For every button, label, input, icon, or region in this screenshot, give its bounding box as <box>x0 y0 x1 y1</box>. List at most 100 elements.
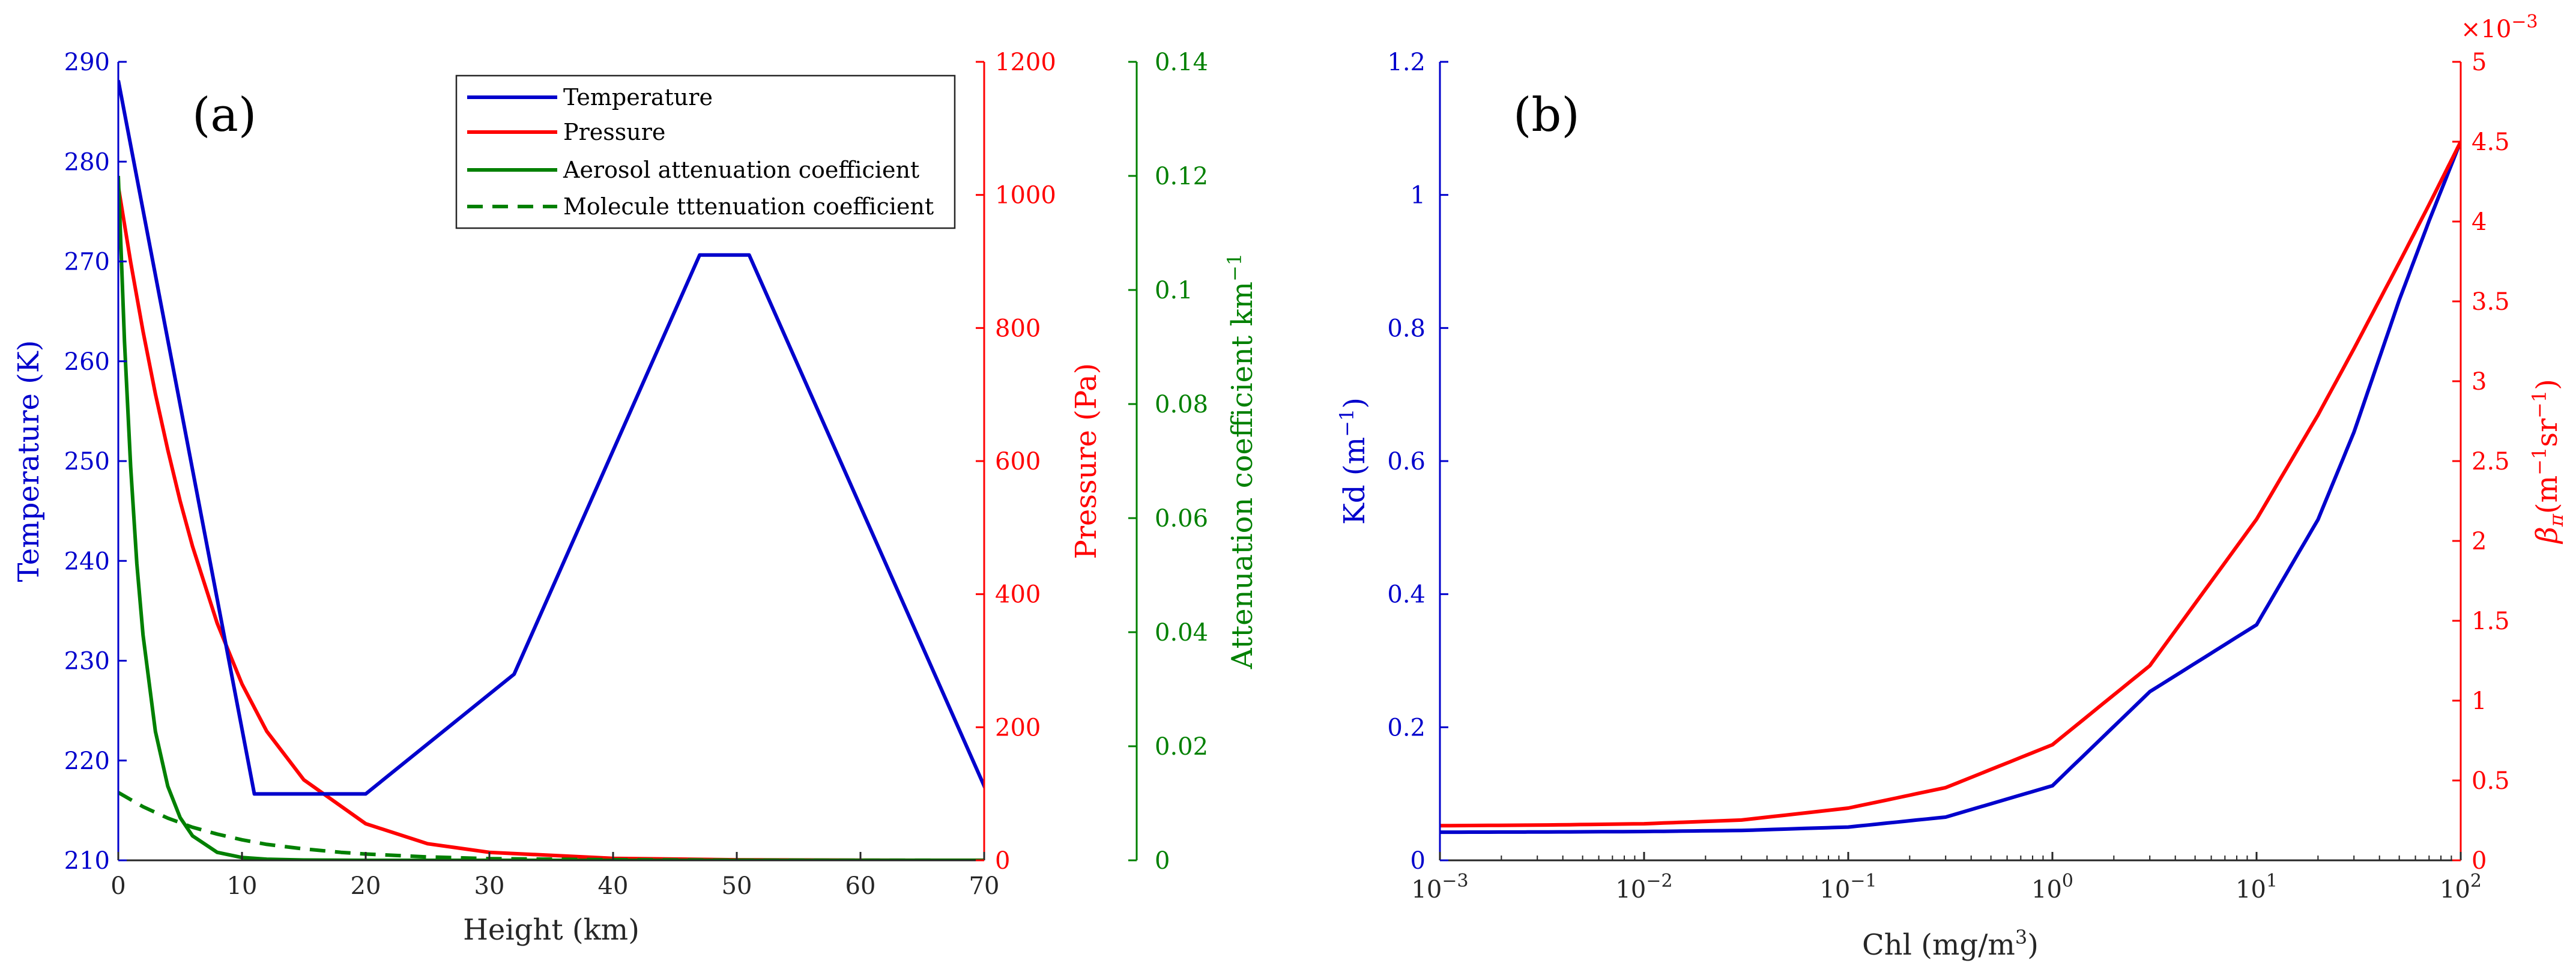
attenuation-tick-label: 0.08 <box>1155 391 1208 418</box>
beta-axis-title-sub: π <box>2545 513 2568 527</box>
panel-b: 10−3 10−2 10−1 100 101 10200.20.40.60.811.200… <box>1335 11 2568 962</box>
beta-exponent-prefix: ×10 <box>2461 16 2511 43</box>
beta-tick-label: 2.5 <box>2472 448 2510 475</box>
kd-tick-label: 0.6 <box>1387 448 1426 475</box>
kd-tick-label: 0.4 <box>1387 581 1426 609</box>
panel-b-x-tick-label: 101 <box>2236 871 2278 904</box>
panel-a-x-tick-label: 20 <box>351 872 381 900</box>
panel-a-x-tick-label: 30 <box>474 872 505 900</box>
series-line-temperature <box>118 80 984 796</box>
beta-tick-label: 0.5 <box>2472 767 2510 795</box>
attenuation-tick-label: 0.1 <box>1155 277 1193 304</box>
kd-tick-label: 0 <box>1410 847 1426 875</box>
temperature-tick-label: 290 <box>64 49 110 76</box>
attenuation-axis-title-text: Attenuation coefficient km <box>1226 282 1259 669</box>
attenuation-tick-label: 0.12 <box>1155 163 1208 190</box>
x-tick-exponent: 1 <box>2266 871 2278 892</box>
x-tick-base: 10 <box>2031 876 2062 904</box>
panel-b-x-tick-label: 10−2 <box>1615 871 1672 904</box>
panel-a-x-tick-label: 70 <box>969 872 1000 900</box>
kd-axis-title-text: Kd (m <box>1338 437 1371 525</box>
legend-label-molecule: Molecule tttenuation coefficient <box>563 193 934 220</box>
kd-tick-label: 1.2 <box>1387 49 1426 76</box>
beta-tick-label: 4 <box>2472 208 2487 236</box>
x-tick-exponent: −1 <box>1850 871 1876 892</box>
beta-tick-label: 3 <box>2472 368 2487 396</box>
attenuation-tick-label: 0 <box>1155 847 1170 875</box>
legend-label-pressure: Pressure <box>563 119 665 145</box>
beta-tick-label: 3.5 <box>2472 288 2510 316</box>
legend-box <box>455 74 956 229</box>
beta-axis-title-sup2: −1 <box>2528 390 2551 418</box>
pressure-tick-label: 400 <box>995 581 1041 609</box>
x-tick-exponent: −2 <box>1646 871 1672 892</box>
x-tick-base: 10 <box>1819 876 1850 904</box>
temperature-tick-label: 270 <box>64 249 110 276</box>
beta-axis-title-symbol: β <box>2530 527 2564 545</box>
attenuation-axis-title-sup: −1 <box>1223 253 1246 282</box>
panel-a-pressure-axis-title: Pressure (Pa) <box>1069 363 1103 560</box>
panel-b-x-axis-title-sup: 3 <box>2015 926 2027 949</box>
panel-a-series <box>118 80 984 860</box>
kd-axis-title-tail: ) <box>1338 397 1371 409</box>
x-tick-base: 10 <box>2440 876 2470 904</box>
kd-tick-label: 0.8 <box>1387 315 1426 342</box>
attenuation-tick-label: 0.06 <box>1155 505 1208 533</box>
temperature-tick-label: 280 <box>64 148 110 176</box>
legend-label-temperature: Temperature <box>563 84 713 110</box>
panel-b-x-axis-title: Chl (mg/m3) <box>1862 926 2039 962</box>
beta-tick-label: 0 <box>2472 847 2487 875</box>
panel-a-x-tick-label: 10 <box>227 872 258 900</box>
series-line-beta-pi <box>1440 140 2461 828</box>
panel-b-x-axis-title-text: Chl (mg/m <box>1862 928 2015 962</box>
pressure-tick-label: 1200 <box>995 49 1056 76</box>
beta-axis-title-mid: (m <box>2530 475 2564 514</box>
temperature-tick-label: 260 <box>64 348 110 376</box>
x-tick-base: 10 <box>2236 876 2266 904</box>
x-tick-base: 10 <box>1615 876 1646 904</box>
panel-a-x-axis-title: Height (km) <box>463 913 639 947</box>
beta-tick-label: 4.5 <box>2472 128 2510 156</box>
x-tick-exponent: 2 <box>2470 871 2482 892</box>
pressure-tick-label: 1000 <box>995 182 1056 210</box>
pressure-tick-label: 200 <box>995 714 1041 741</box>
pressure-tick-label: 600 <box>995 448 1041 475</box>
temperature-tick-label: 220 <box>64 747 110 775</box>
panel-a-x-tick-label: 50 <box>722 872 752 900</box>
panel-b-x-tick-label: 100 <box>2031 871 2073 904</box>
panel-a-x-tick-label: 60 <box>845 872 876 900</box>
panel-a-attenuation-axis-title: Attenuation coefficient km−1 <box>1223 253 1259 669</box>
panel-b-x-tick-label: 102 <box>2440 871 2482 904</box>
beta-tick-label: 5 <box>2472 49 2487 76</box>
temperature-tick-label: 210 <box>64 847 110 875</box>
kd-tick-label: 0.2 <box>1387 714 1426 741</box>
pressure-tick-label: 0 <box>995 847 1010 875</box>
x-tick-exponent: 0 <box>2062 871 2073 892</box>
attenuation-tick-label: 0.02 <box>1155 733 1208 761</box>
beta-axis-title-sr: sr <box>2530 418 2564 447</box>
temperature-tick-label: 250 <box>64 448 110 475</box>
kd-tick-label: 1 <box>1410 182 1426 210</box>
beta-axis-title-tail: ) <box>2530 379 2564 390</box>
beta-tick-label: 2 <box>2472 528 2487 555</box>
panel-a-label: (a) <box>192 88 256 142</box>
attenuation-tick-label: 0.04 <box>1155 619 1208 647</box>
series-line-kd <box>1440 140 2461 835</box>
panel-a-temperature-axis-title: Temperature (K) <box>12 340 46 582</box>
kd-axis-title-sup: −1 <box>1335 409 1358 437</box>
x-tick-exponent: −3 <box>1442 871 1468 892</box>
temperature-tick-label: 240 <box>64 548 110 575</box>
panel-b-x-tick-label: 10−1 <box>1819 871 1876 904</box>
panel-b-x-axis-title-tail: ) <box>2027 928 2039 962</box>
beta-tick-label: 1.5 <box>2472 608 2510 635</box>
attenuation-tick-label: 0.14 <box>1155 49 1208 76</box>
panel-b-label: (b) <box>1513 88 1580 142</box>
series-line-molecule-tttenuation-coefficient <box>118 791 984 860</box>
legend-label-aerosol: Aerosol attenuation coefficient <box>563 157 919 183</box>
panel-a: 0 10 20 30 40 50 60 70 210 220 230 240 250 260 270 280 2… <box>12 49 1259 947</box>
panel-b-series <box>1440 140 2461 835</box>
temperature-tick-label: 230 <box>64 648 110 675</box>
panel-b-beta-axis-title: βπ(m−1sr−1) <box>2528 379 2568 545</box>
panel-b-beta-exponent: ×10−3 <box>2461 11 2538 43</box>
